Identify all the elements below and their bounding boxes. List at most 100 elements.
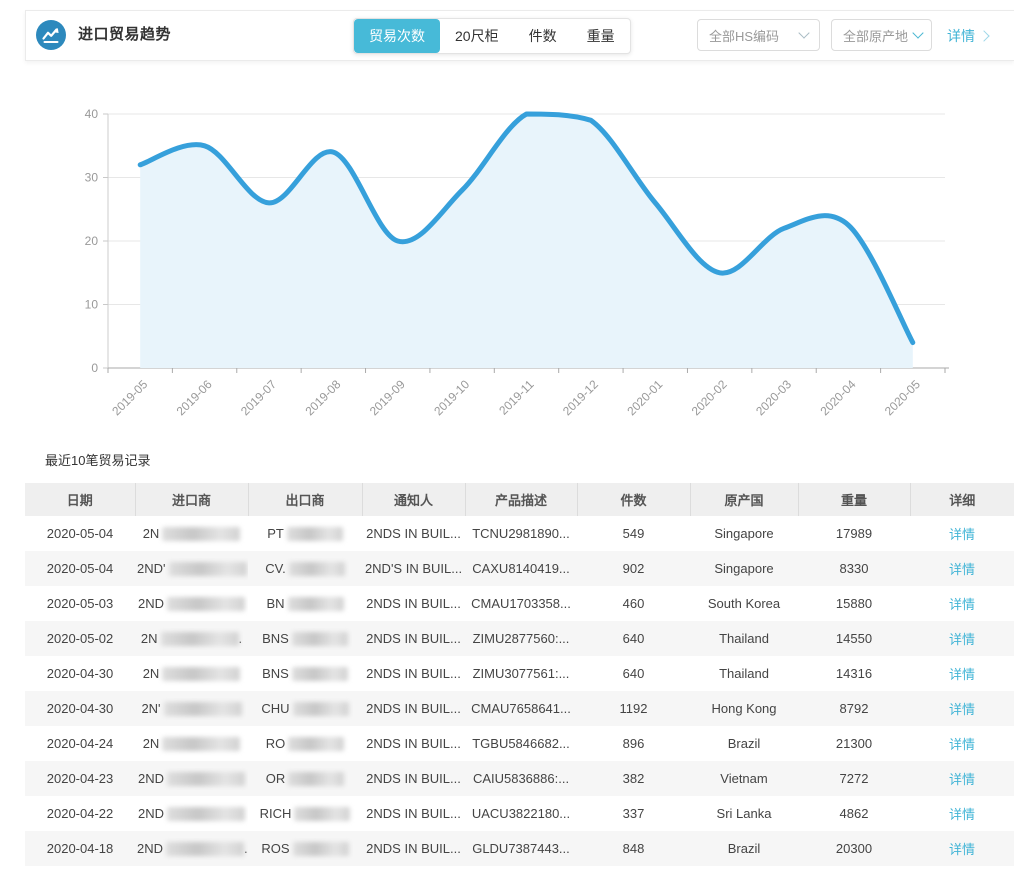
cell-qty: 549	[622, 526, 645, 541]
cell-date: 2020-04-18	[46, 841, 114, 856]
row-detail-link[interactable]: 详情	[948, 632, 975, 647]
cell-exporter: OR	[248, 761, 362, 796]
cell-origin: Brazil	[727, 736, 761, 751]
cell-qty: 848	[622, 841, 645, 856]
redacted-importer	[163, 702, 242, 717]
cell-detail: 详情	[910, 831, 1014, 866]
cell-exporter: ROS	[248, 831, 362, 866]
cell-detail: 详情	[910, 516, 1014, 551]
metric-tab-0[interactable]: 贸易次数	[354, 19, 440, 53]
cell-notifier: 2NDS IN BUIL...	[366, 596, 461, 611]
cell-product: UACU3822180...	[471, 806, 571, 821]
cell-date: 2020-04-30	[46, 666, 114, 681]
hs-code-select[interactable]: 全部HS编码	[697, 19, 820, 51]
cell-weight: 21300	[835, 736, 873, 751]
row-detail-link[interactable]: 详情	[948, 527, 975, 542]
cell-detail: 详情	[910, 656, 1014, 691]
redacted-exporter	[286, 527, 343, 542]
cell-importer: 2ND'	[135, 551, 248, 586]
redacted-exporter	[288, 562, 345, 577]
cell-origin: Thailand	[719, 666, 769, 681]
table-row: 2020-04-23 2ND OR 2NDS IN BUIL... CAIU583688…	[25, 761, 1014, 796]
cell-notifier: 2NDS IN BUIL...	[366, 666, 461, 681]
cell-importer: 2ND	[135, 796, 248, 831]
cell-importer: 2ND	[135, 586, 248, 621]
redacted-exporter	[291, 632, 348, 647]
row-detail-link[interactable]: 详情	[948, 737, 975, 752]
cell-notifier: 2NDS IN BUIL...	[366, 736, 461, 751]
row-detail-link[interactable]: 详情	[948, 562, 975, 577]
table-row: 2020-04-22 2ND RICH 2NDS IN BUIL... UACU3822…	[25, 796, 1014, 831]
cell-origin: Brazil	[727, 841, 761, 856]
cell-date: 2020-04-23	[46, 771, 114, 786]
axis-tick-label: 10	[85, 298, 99, 312]
column-header: 日期	[25, 483, 136, 516]
table-row: 2020-04-18 2ND. ROS 2NDS IN BUIL... GLDU7387…	[25, 831, 1014, 866]
cell-origin: Thailand	[719, 631, 769, 646]
cell-importer: 2N	[135, 656, 248, 691]
cell-product: CMAU7658641...	[471, 701, 571, 716]
cell-qty: 640	[622, 666, 645, 681]
cell-qty: 382	[622, 771, 645, 786]
cell-qty: 460	[622, 596, 645, 611]
table-row: 2020-04-30 2N' CHU 2NDS IN BUIL... CMAU76586…	[25, 691, 1014, 726]
axis-tick-label: 2020-03	[753, 377, 794, 418]
cell-notifier: 2NDS IN BUIL...	[366, 701, 461, 716]
header-bar: 进口贸易趋势 贸易次数 20尺柜 件数 重量 全部HS编码 全部原产地 详情	[25, 10, 1014, 61]
axis-tick-label: 2020-05	[882, 377, 923, 418]
row-detail-link[interactable]: 详情	[948, 842, 975, 857]
redacted-importer	[166, 842, 245, 857]
metric-tab-2[interactable]: 件数	[528, 28, 557, 44]
redacted-exporter	[287, 597, 344, 612]
metric-tab-1[interactable]: 20尺柜	[455, 28, 499, 44]
cell-weight: 7272	[839, 771, 869, 786]
redacted-exporter	[288, 737, 345, 752]
redacted-exporter	[288, 772, 345, 787]
axis-tick-label: 30	[85, 171, 99, 185]
cell-notifier: 2NDS IN BUIL...	[366, 631, 461, 646]
cell-exporter: BNS	[248, 656, 362, 691]
cell-importer: 2ND	[135, 761, 248, 796]
cell-date: 2020-04-24	[46, 736, 114, 751]
cell-origin: Hong Kong	[711, 701, 777, 716]
redacted-importer	[167, 772, 245, 787]
column-header: 重量	[798, 483, 911, 516]
cell-date: 2020-04-30	[46, 701, 114, 716]
row-detail-link[interactable]: 详情	[948, 807, 975, 822]
cell-product: ZIMU2877560:...	[472, 631, 570, 646]
axis-tick-label: 2020-02	[689, 377, 730, 418]
origin-select[interactable]: 全部原产地	[831, 19, 932, 51]
axis-tick-label: 2019-05	[109, 377, 150, 418]
cell-origin: Vietnam	[720, 771, 768, 786]
cell-weight: 20300	[835, 841, 873, 856]
chevron-down-icon	[912, 27, 924, 39]
table-row: 2020-05-04 2N PT 2NDS IN BUIL... TCNU2981890…	[25, 516, 1014, 551]
row-detail-link[interactable]: 详情	[948, 667, 975, 682]
cell-notifier: 2NDS IN BUIL...	[366, 841, 461, 856]
series-line	[137, 111, 916, 346]
cell-product: TCNU2981890...	[472, 526, 570, 541]
cell-importer: 2ND.	[137, 840, 248, 857]
cell-qty: 640	[622, 631, 645, 646]
header-details-link[interactable]: 详情	[947, 11, 990, 60]
cell-weight: 15880	[835, 596, 873, 611]
cell-qty: 902	[622, 561, 645, 576]
redacted-importer	[162, 667, 241, 682]
cell-product: GLDU7387443...	[472, 841, 570, 856]
cell-detail: 详情	[910, 551, 1014, 586]
cell-exporter: BN	[248, 586, 362, 621]
cell-exporter: BNS	[248, 621, 362, 656]
axis-tick-label: 2019-09	[367, 377, 408, 418]
metric-tab-3[interactable]: 重量	[586, 28, 615, 44]
table-row: 2020-04-30 2N BNS 2NDS IN BUIL... ZIMU307756…	[25, 656, 1014, 691]
redacted-importer	[162, 527, 241, 542]
row-detail-link[interactable]: 详情	[948, 702, 975, 717]
cell-exporter: CV.	[248, 551, 362, 586]
trend-chart-icon	[36, 20, 66, 50]
cell-origin: Singapore	[714, 561, 774, 576]
cell-date: 2020-05-04	[46, 526, 114, 541]
row-detail-link[interactable]: 详情	[948, 597, 975, 612]
row-detail-link[interactable]: 详情	[948, 772, 975, 787]
cell-detail: 详情	[910, 691, 1014, 726]
table-row: 2020-04-24 2N RO 2NDS IN BUIL... TGBU5846682…	[25, 726, 1014, 761]
